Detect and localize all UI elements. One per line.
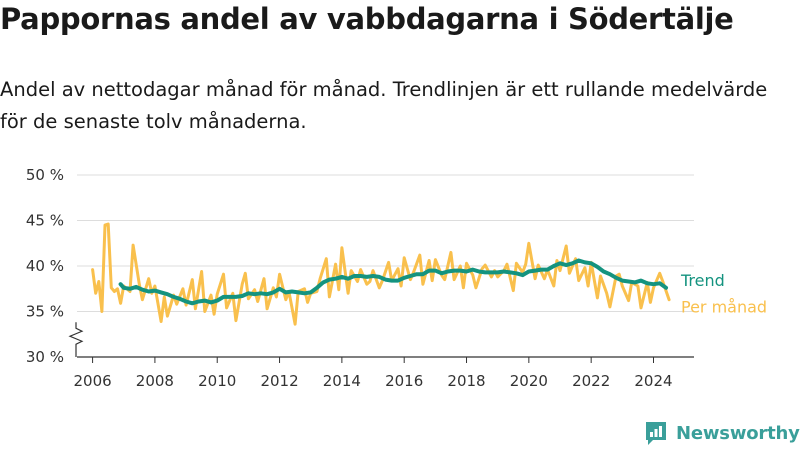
x-tick-label: 2018: [447, 372, 485, 390]
series-label-layer: Per månad Trend: [680, 271, 767, 317]
chart-title: Pappornas andel av vabbdagarna i Södertä…: [0, 2, 734, 36]
x-tick-label: 2006: [73, 372, 111, 390]
x-tick-label: 2022: [572, 372, 610, 390]
x-tick-label: 2008: [136, 372, 174, 390]
y-tick-label: 50 %: [26, 166, 64, 184]
y-axis-break-marker: [68, 322, 84, 357]
y-tick-label: 40 %: [26, 257, 64, 275]
newsworthy-brand[interactable]: Newsworthy: [644, 420, 800, 446]
y-tick-label: 35 %: [26, 303, 64, 321]
x-tick-label: 2014: [323, 372, 361, 390]
series-label-monthly: Per månad: [681, 298, 767, 317]
y-tick-label: 45 %: [26, 212, 64, 230]
monthly-series-line: [91, 222, 671, 326]
y-tick-label: 30 %: [26, 348, 64, 366]
axis-layer: 30 % 35 % 40 % 45 % 50 % 2006 2008 2010 2012 2014…: [26, 166, 694, 390]
x-tick-label: 2016: [385, 372, 423, 390]
x-tick-label: 2010: [198, 372, 236, 390]
x-tick-label: 2012: [260, 372, 298, 390]
grid-layer: [77, 174, 694, 312]
x-tick-label: 2020: [510, 372, 548, 390]
brand-name: Newsworthy: [676, 422, 800, 444]
x-tick-label: 2024: [634, 372, 672, 390]
series-layer: [91, 222, 671, 326]
series-label-trend: Trend: [680, 271, 725, 290]
chart-subtitle: Andel av nettodagar månad för månad. Tre…: [0, 78, 768, 133]
newsworthy-logo-icon: [646, 422, 666, 445]
trend-series-line: [118, 258, 668, 306]
